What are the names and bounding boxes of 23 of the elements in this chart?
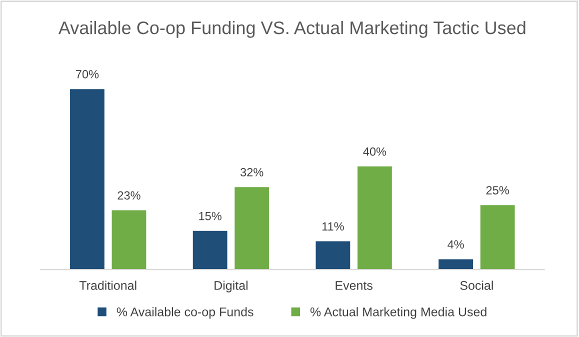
bar xyxy=(316,241,350,270)
data-label: 32% xyxy=(240,168,264,176)
data-label: 25% xyxy=(486,186,509,194)
data-label: 15% xyxy=(199,212,222,220)
data-label: 4% xyxy=(448,240,464,249)
data-label: 11% xyxy=(322,222,344,231)
bar xyxy=(234,187,270,270)
bar xyxy=(70,89,104,270)
bar xyxy=(438,259,473,270)
legend-label: % Available co-op Funds xyxy=(116,307,254,319)
legend-label: % Actual Marketing Media Used xyxy=(310,307,486,319)
bar xyxy=(480,205,515,270)
data-label: 70% xyxy=(76,70,99,78)
data-label: 23% xyxy=(118,191,140,200)
bar xyxy=(112,210,146,270)
x-tick-label: Traditional xyxy=(79,280,136,290)
x-tick-label: Digital xyxy=(214,280,248,292)
data-label: 40% xyxy=(363,147,386,156)
x-tick-label: Events xyxy=(336,281,372,290)
bar xyxy=(192,230,228,270)
bar xyxy=(358,166,392,270)
chart-title: Available Co-op Funding VS. Actual Marketing Tactic Used xyxy=(58,20,526,38)
x-tick-label: Social xyxy=(460,280,493,290)
